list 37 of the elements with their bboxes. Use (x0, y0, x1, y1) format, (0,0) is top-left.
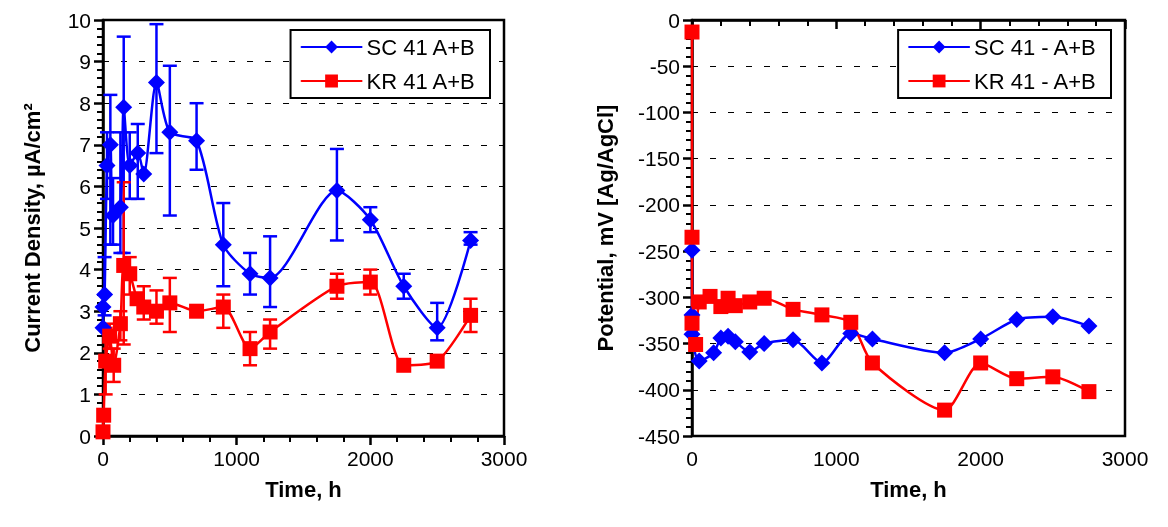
y-tick-label: 10 (67, 8, 91, 32)
y-tick-label: -300 (637, 285, 680, 309)
y-tick-label: -350 (637, 332, 680, 356)
y-tick-label: 4 (79, 258, 92, 282)
y-tick-label: 6 (79, 174, 91, 198)
y-tick-label: -150 (637, 147, 680, 171)
x-tick-label: 3000 (480, 447, 528, 470)
x-tick-label: 1000 (812, 447, 860, 470)
y-tick-label: 3 (79, 299, 91, 323)
y-tick-label: -50 (649, 54, 680, 78)
x-tick-label: 1000 (213, 447, 261, 470)
x-tick-label: 0 (686, 447, 698, 470)
legend-label: KR 41 - A+B (974, 68, 1096, 94)
x-axis-title: Time, h (265, 476, 342, 502)
x-tick-label: 0 (97, 447, 109, 470)
y-tick-label: -400 (637, 378, 680, 402)
y-tick-label: -100 (637, 100, 680, 124)
y-tick-label: 8 (79, 91, 91, 115)
y-tick-label: 9 (79, 50, 91, 74)
y-axis-title: Current Density, µA/cm² (19, 103, 45, 353)
legend-label: SC 41 - A+B (974, 34, 1096, 60)
y-tick-label: -200 (637, 193, 680, 217)
y-tick-label: 0 (79, 424, 91, 448)
y-axis-title: Potential, mV [Ag/AgCl] (592, 104, 618, 352)
x-axis-title: Time, h (870, 476, 947, 502)
y-tick-label: 5 (79, 216, 91, 240)
y-tick-label: 0 (668, 8, 680, 32)
legend-label: SC 41 A+B (366, 34, 475, 60)
y-tick-label: 1 (79, 382, 91, 406)
y-tick-label: 7 (79, 133, 91, 157)
x-tick-label: 2000 (957, 447, 1005, 470)
x-tick-label: 2000 (346, 447, 394, 470)
legend-label: KR 41 A+B (366, 68, 475, 94)
y-tick-label: -250 (637, 239, 680, 263)
y-tick-label: 2 (79, 341, 91, 365)
y-tick-label: -450 (637, 424, 680, 448)
x-tick-label: 3000 (1101, 447, 1149, 470)
